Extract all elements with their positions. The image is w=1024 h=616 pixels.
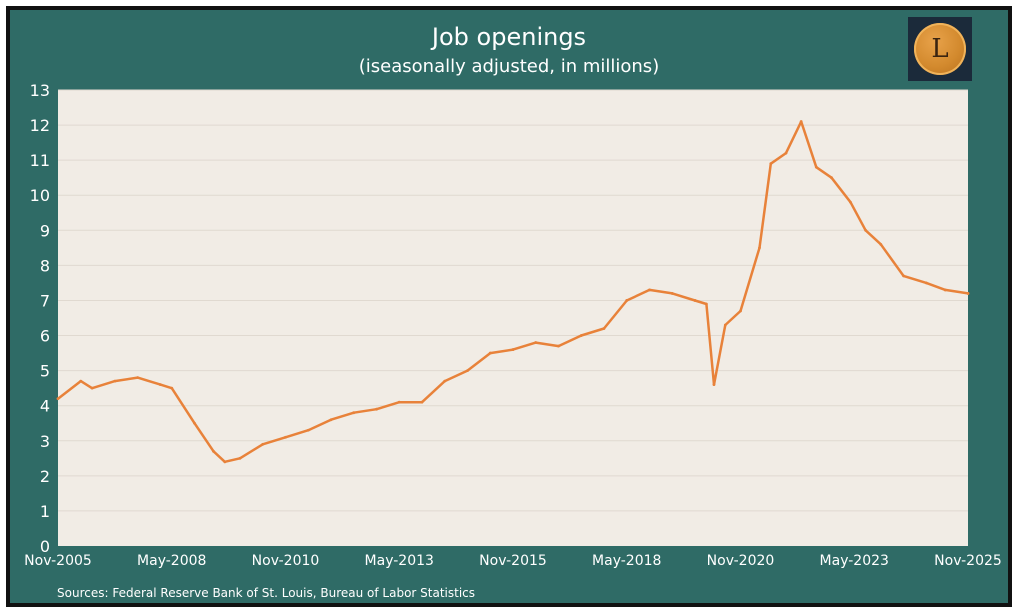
data-point xyxy=(814,165,818,169)
data-point xyxy=(739,309,742,313)
data-point xyxy=(602,327,606,330)
coin-icon: L xyxy=(914,23,966,75)
chart-title: Job openings xyxy=(431,23,587,51)
data-point xyxy=(648,288,651,292)
y-tick-label: 0 xyxy=(40,537,50,556)
x-tick-label: Nov-2010 xyxy=(252,553,320,569)
y-tick-label: 1 xyxy=(40,502,50,521)
x-tick-label: May-2008 xyxy=(137,553,206,569)
data-point xyxy=(193,421,196,425)
y-tick-label: 9 xyxy=(40,221,50,240)
data-point xyxy=(136,376,140,380)
y-tick-label: 7 xyxy=(40,291,50,310)
data-point xyxy=(306,428,310,432)
data-point xyxy=(557,344,560,348)
y-tick-label: 12 xyxy=(30,116,50,135)
data-point xyxy=(397,400,401,404)
data-point xyxy=(158,383,162,387)
y-tick-label: 5 xyxy=(40,362,50,381)
x-tick-label: Nov-2020 xyxy=(707,553,775,569)
data-point xyxy=(966,292,970,295)
y-tick-label: 4 xyxy=(40,397,50,416)
brand-logo: L xyxy=(908,17,972,81)
x-tick-label: May-2018 xyxy=(592,553,661,569)
plot-area xyxy=(58,90,968,546)
data-point xyxy=(769,162,773,166)
data-point xyxy=(799,120,803,123)
y-tick-label: 6 xyxy=(40,327,50,346)
data-point xyxy=(443,379,447,383)
data-point xyxy=(924,281,928,285)
data-point xyxy=(170,386,174,390)
data-point xyxy=(223,460,227,464)
data-point xyxy=(704,302,708,306)
data-point xyxy=(56,397,60,401)
data-point xyxy=(879,242,883,246)
series-line xyxy=(56,120,970,464)
data-point xyxy=(420,400,424,404)
data-point xyxy=(784,151,788,155)
source-note: Sources: Federal Reserve Bank of St. Lou… xyxy=(57,586,476,600)
data-point xyxy=(352,411,356,415)
y-tick-label: 11 xyxy=(30,151,50,170)
data-point xyxy=(79,379,83,383)
x-tick-label: Nov-2005 xyxy=(24,553,92,569)
data-point xyxy=(625,299,629,302)
data-point xyxy=(375,407,378,411)
data-point xyxy=(712,383,716,387)
data-point xyxy=(212,449,215,453)
data-point xyxy=(758,246,761,250)
data-point xyxy=(534,341,538,344)
data-point xyxy=(488,351,492,355)
data-point xyxy=(284,435,287,439)
chart-frame: Job openings (iseasonally adjusted, in m… xyxy=(6,6,1012,607)
data-point xyxy=(466,369,469,373)
y-tick-label: 10 xyxy=(30,186,50,205)
data-point xyxy=(723,323,727,327)
y-tick-label: 8 xyxy=(40,256,50,275)
data-point xyxy=(579,334,583,337)
data-point xyxy=(830,176,833,180)
x-tick-label: May-2023 xyxy=(820,553,889,569)
data-point xyxy=(261,442,265,446)
data-point xyxy=(113,379,117,383)
data-point xyxy=(329,418,333,422)
y-tick-label: 13 xyxy=(30,81,50,100)
data-point xyxy=(943,288,947,292)
y-tick-label: 2 xyxy=(40,467,50,486)
data-point xyxy=(670,292,674,295)
y-tick-label: 3 xyxy=(40,432,50,451)
data-point xyxy=(511,348,515,351)
data-point xyxy=(902,274,905,278)
chart-subtitle: (iseasonally adjusted, in millions) xyxy=(358,56,660,77)
data-point xyxy=(864,228,868,232)
x-tick-label: Nov-2025 xyxy=(934,553,1002,569)
data-point xyxy=(238,456,242,460)
x-tick-label: May-2013 xyxy=(365,553,434,569)
x-tick-label: Nov-2015 xyxy=(479,553,547,569)
data-point xyxy=(693,299,697,302)
logo-letter: L xyxy=(931,34,949,64)
data-point xyxy=(90,386,94,390)
data-point xyxy=(849,200,852,204)
